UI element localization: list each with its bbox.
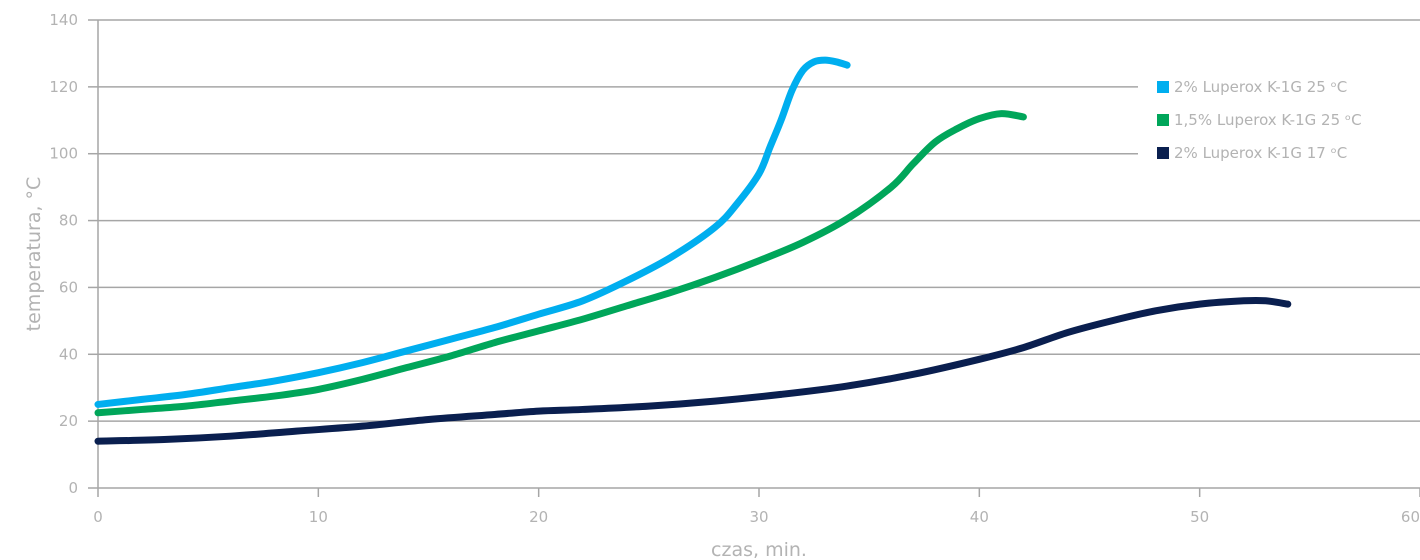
y-axis-title: temperatura, °C [23, 177, 45, 332]
y-tick-label: 20 [59, 412, 78, 430]
axis-layer: 0 20 40 60 80 100 120 140 0 10 20 30 40 50 60 [49, 11, 1420, 526]
legend-label: 2% Luperox K-1G 17 ᵒC [1174, 144, 1347, 162]
y-tick-label: 140 [49, 11, 78, 29]
series-layer [94, 56, 1292, 445]
legend-item-1: 2% Luperox K-1G 25 ᵒC [1157, 78, 1347, 96]
y-tick-label: 100 [49, 145, 78, 163]
x-tick-label: 20 [529, 508, 548, 526]
x-tick-label: 50 [1190, 508, 1209, 526]
x-tick-label: 30 [749, 508, 768, 526]
y-tick-label: 120 [49, 78, 78, 96]
x-tick-label: 0 [93, 508, 103, 526]
legend: 2% Luperox K-1G 25 ᵒC 1,5% Luperox K-1G 2… [1157, 78, 1362, 162]
y-tick-label: 80 [59, 212, 78, 230]
x-axis-title: czas, min. [711, 539, 807, 560]
y-tick-label: 40 [59, 345, 78, 363]
legend-swatch [1157, 114, 1169, 126]
x-tick-label: 60 [1401, 508, 1420, 526]
legend-label: 2% Luperox K-1G 25 ᵒC [1174, 78, 1347, 96]
grid-layer [98, 19, 1420, 422]
series-line-1 [94, 56, 851, 408]
legend-item-3: 2% Luperox K-1G 17 ᵒC [1157, 144, 1347, 162]
legend-item-2: 1,5% Luperox K-1G 25 ᵒC [1157, 111, 1362, 129]
x-tick-label: 10 [309, 508, 328, 526]
legend-swatch [1157, 147, 1169, 159]
series-line-3 [94, 296, 1292, 445]
legend-swatch [1157, 81, 1169, 93]
series-line-2 [94, 110, 1027, 417]
y-tick-label: 0 [68, 479, 78, 497]
y-tick-label: 60 [59, 278, 78, 296]
x-tick-label: 40 [970, 508, 989, 526]
legend-label: 1,5% Luperox K-1G 25 ᵒC [1174, 111, 1362, 129]
